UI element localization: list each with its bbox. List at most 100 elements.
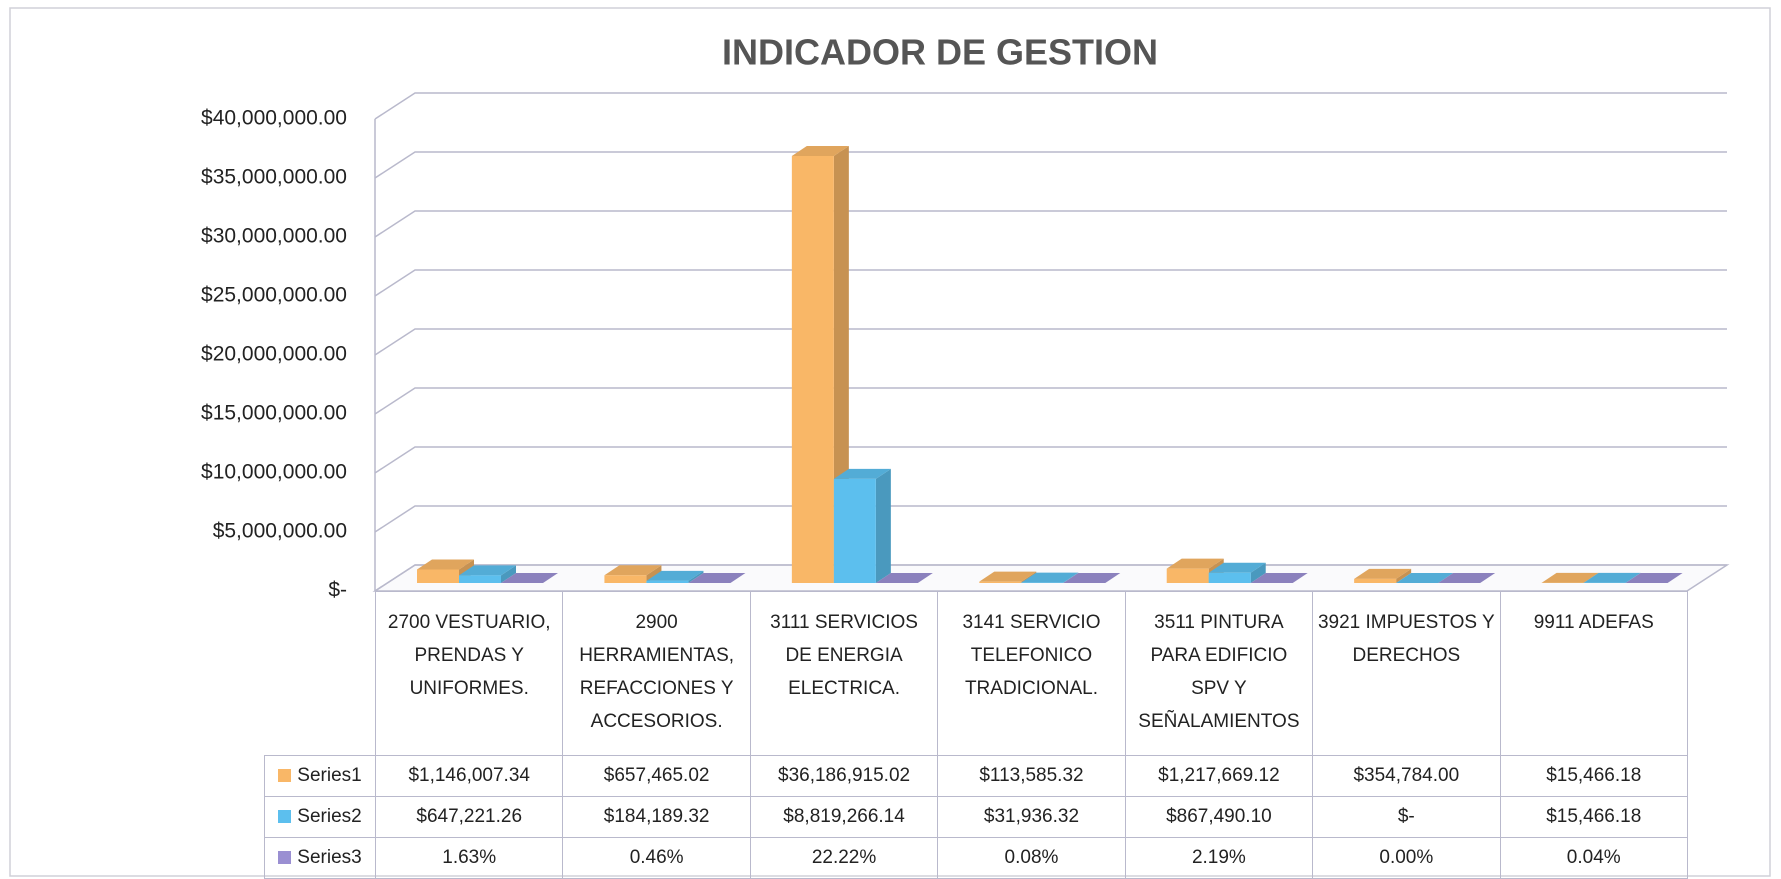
bar [1438,573,1496,583]
category-label: 3111 SERVICIOS DE ENERGIA ELECTRICA. [749,591,939,756]
bar-side [688,570,704,583]
legend-cell: Series1 [264,755,376,797]
value-label: $354,784.00 [1312,755,1501,797]
value-label: $1,146,007.34 [374,755,564,797]
bar [459,565,516,583]
bar-side [1625,572,1641,583]
bar [1021,572,1079,583]
category-row: 2700 VESTUARIO, PRENDAS Y UNIFORMES. 2900… [265,591,1688,756]
bar-top [1208,562,1266,573]
value-label: $647,221.26 [374,796,564,838]
category-label: 3921 IMPUESTOS Y DERECHOS [1312,591,1501,756]
value-label: $657,465.02 [562,755,751,797]
bar-top [875,572,933,583]
bar-front [1208,572,1251,583]
bar [1396,573,1454,583]
bar-side [917,572,933,583]
bar-top [646,570,704,581]
category-label: 3141 SERVICIO TELEFONICO TRADICIONAL. [937,591,1126,756]
grid-line [374,92,1727,120]
y-tick-label: $40,000,000.00 [201,107,347,130]
bar-front [417,569,459,583]
bar-top [1625,573,1683,583]
bar-side [1063,572,1079,583]
series-row: Series1 $1,146,007.34 $657,465.02 $36,186,9… [264,755,1688,797]
legend-key [278,851,292,865]
bar-top [1354,568,1412,579]
grid-line [374,505,1727,533]
value-label: $867,490.10 [1124,796,1314,838]
bar [646,570,704,583]
bar-side [501,565,516,583]
value-label: 2.19% [1124,837,1314,879]
bar-top [604,565,662,576]
bar-side [1396,568,1412,583]
bar-top [1438,573,1496,583]
value-label: 1.63% [374,837,564,879]
grid-line [374,151,1727,179]
y-tick-label: $30,000,000.00 [201,225,347,248]
legend-label: Series3 [297,847,362,868]
bar [833,468,891,583]
bar-front [646,580,689,583]
bar-top [1396,573,1454,583]
data-table: 2700 VESTUARIO, PRENDAS Y UNIFORMES. 2900… [264,591,1688,879]
bar [1625,573,1683,583]
bar-front [1166,568,1209,583]
bar [1208,562,1266,583]
category-label: 2900 HERRAMIENTAS, REFACCIONES Y ACCESOR… [562,591,751,756]
bar-front [1354,578,1397,583]
legend-cell: Series3 [264,837,376,879]
value-label: 0.46% [562,837,751,879]
category-label: 3511 PINTURA PARA EDIFICIO SPV Y SEÑALAM… [1124,591,1314,756]
grid-line [374,210,1727,238]
bar-top [1063,573,1121,583]
bar-top [1021,572,1079,583]
value-label: $36,186,915.02 [749,755,939,797]
grid-line [374,328,1727,356]
bar-top [1250,573,1308,583]
value-label: $15,466.18 [1499,755,1688,797]
grid-line [374,387,1727,415]
legend-key [278,769,292,783]
value-label: $31,936.32 [937,796,1126,838]
bar-front [979,581,1022,583]
y-tick-label: $15,000,000.00 [201,402,347,425]
value-label: $184,189.32 [562,796,751,838]
value-label: $1,217,669.12 [1124,755,1314,797]
bar-top [417,559,474,570]
bar-top [688,573,746,583]
value-label: $113,585.32 [937,755,1126,797]
bar-top [501,573,558,583]
bar [501,573,558,583]
value-label: $8,819,266.14 [749,796,939,838]
bar-front [604,575,647,583]
legend-cell: Series2 [264,796,376,838]
bar [688,573,746,583]
y-tick-label: $25,000,000.00 [201,284,347,307]
bar-top [833,468,891,479]
legend-key [278,810,292,824]
value-label: $- [1312,796,1501,838]
corner-cell [265,592,376,756]
chart-title: INDICADOR DE GESTION [722,32,1158,73]
value-label: 22.22% [749,837,939,879]
y-tick-label: $20,000,000.00 [201,343,347,366]
category-label: 2700 VESTUARIO, PRENDAS Y UNIFORMES. [374,591,564,756]
series-row: Series3 1.63% 0.46% 22.22% 0.08% 2.19% 0.00% 0.… [264,837,1688,879]
series-row: Series2 $647,221.26 $184,189.32 $8,819,266.… [264,796,1688,838]
y-tick-label: $5,000,000.00 [213,520,347,543]
value-label: 0.04% [1499,837,1688,879]
category-label: 9911 ADEFAS [1499,591,1688,756]
value-label: $15,466.18 [1499,796,1688,838]
bar [1250,573,1308,583]
legend-label: Series2 [297,806,362,827]
bar-side [1250,562,1266,583]
grid-line [374,564,1727,592]
bar-side [875,468,891,583]
legend-label: Series1 [297,765,362,786]
bar-top [1583,572,1641,583]
bar-top [979,571,1037,582]
